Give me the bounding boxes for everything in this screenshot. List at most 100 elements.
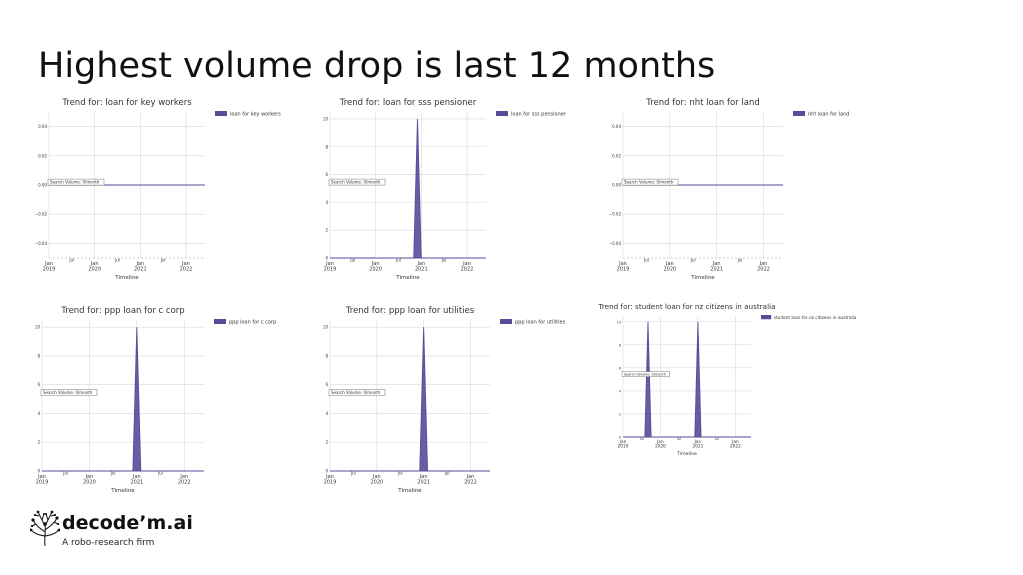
chart-svg: Trend for: nht loan for land −0.04 −0.02 0.… (609, 98, 850, 281)
x-tick-label: Jul (160, 258, 166, 263)
y-tick-label: 10 (617, 320, 621, 324)
x-tick-label: Jan 2021 (693, 439, 704, 450)
x-tick-label: Jul (714, 437, 719, 441)
y-tick-label: 10 (35, 325, 41, 330)
x-tick-label: Jan 2019 (43, 261, 56, 273)
x-axis-label: Timeline (676, 451, 697, 457)
y-tick-label: 8 (619, 343, 621, 347)
annotation-box (621, 178, 679, 186)
logo-name: decode’m.ai (62, 512, 193, 534)
x-tick-label: Jan 2022 (178, 474, 191, 486)
x-tick-label: Jan 2020 (88, 261, 101, 273)
chart-loan-for-key-workers: Trend for: loan for key workers −0.04 −0.0… (34, 94, 304, 284)
series-area (42, 327, 204, 472)
series-area (330, 327, 490, 472)
annotation-box (47, 178, 105, 186)
y-tick-label: 0.00 (612, 183, 621, 188)
y-tick-label: 8 (325, 144, 328, 149)
x-axis-label: Timeline (690, 275, 715, 281)
x-tick-label: Jan 2019 (617, 261, 630, 273)
x-tick-label: Jan 2020 (370, 474, 383, 486)
legend-swatch (214, 319, 226, 324)
y-tick-label: −0.02 (35, 212, 48, 217)
annotation-box (40, 389, 98, 396)
x-tick-label: Jan 2020 (83, 474, 96, 486)
y-tick-label: 0.02 (612, 153, 621, 158)
y-tick-label: 0.00 (38, 183, 47, 188)
legend-label: nht loan for land (808, 112, 849, 118)
company-logo: decode’m.ai A robo-research firm (30, 510, 193, 554)
x-tick-label: Jan 2019 (324, 474, 337, 486)
x-tick-label: Jul (444, 471, 450, 476)
x-tick-label: Jan 2022 (730, 439, 741, 450)
y-tick-label: 0 (325, 256, 328, 261)
legend-swatch (215, 111, 227, 116)
x-tick-label: Jul (110, 471, 116, 476)
legend-label: ppp loan for utilities (515, 320, 566, 326)
y-tick-label: 0.04 (38, 124, 47, 129)
brain-network-icon (30, 510, 60, 547)
x-tick-label: Jan 2021 (130, 474, 143, 486)
chart-title: Trend for: nht loan for land (645, 98, 759, 108)
annotation-text: Search Volume: 0/month (331, 390, 381, 395)
x-tick-label: Jan 2019 (618, 439, 629, 450)
annotation-text: Search Volume: 0/month (43, 390, 93, 395)
y-tick-label: 2 (325, 228, 328, 233)
chart-loan-for-sss-pensioner: Trend for: loan for sss pensioner 0 2 4 6 8 10… (315, 94, 585, 284)
chart-svg: Trend for: student loan for nz citizens … (597, 302, 857, 457)
y-tick-label: −0.04 (609, 241, 622, 246)
x-tick-label: Jul (350, 471, 356, 476)
x-axis-label: Timeline (395, 275, 420, 281)
y-tick-label: 6 (325, 172, 328, 177)
x-tick-label: Jan 2020 (369, 261, 382, 273)
series-area (330, 118, 486, 259)
y-tick-label: 0.04 (612, 124, 621, 129)
x-tick-label: Jan 2022 (180, 261, 193, 273)
y-tick-label: 2 (619, 412, 621, 416)
legend-swatch (793, 111, 805, 116)
chart-svg: Trend for: loan for sss pensioner 0 2 4 6 8 10… (323, 98, 567, 281)
y-tick-label: 4 (37, 411, 40, 416)
x-tick-label: Jan 2019 (324, 261, 337, 273)
chart-title: Trend for: ppp loan for c corp (60, 306, 184, 316)
annotation-text: Search Volume: 0/month (624, 372, 666, 376)
x-tick-label: Jul (397, 471, 403, 476)
x-tick-label: Jul (676, 437, 681, 441)
x-tick-label: Jul (157, 471, 163, 476)
x-tick-label: Jan 2022 (757, 261, 770, 273)
y-tick-label: 4 (325, 411, 328, 416)
y-tick-label: 0 (325, 469, 328, 474)
legend-label: loan for sss pensioner (511, 112, 567, 118)
y-tick-label: 6 (325, 382, 328, 387)
chart-svg: Trend for: ppp loan for c corp 0 2 4 6 8 10 Jan… (35, 306, 276, 494)
x-tick-label: Jan 2021 (417, 474, 430, 486)
annotation-box (621, 371, 670, 377)
annotation-text: Search Volume: 0/month (624, 180, 674, 185)
x-tick-label: Jan 2022 (464, 474, 477, 486)
slide-title: Highest volume drop is last 12 months (38, 46, 716, 86)
y-tick-label: 0 (619, 436, 621, 440)
y-tick-label: 10 (323, 325, 329, 330)
legend-label: student loan for nz citizens in australi… (774, 315, 857, 321)
legend-label: loan for key workers (230, 112, 281, 118)
series-area (623, 321, 751, 438)
y-tick-label: 0.02 (38, 153, 47, 158)
x-tick-label: Jan 2021 (710, 261, 723, 273)
chart-title: Trend for: ppp loan for utilities (345, 306, 475, 316)
x-tick-label: Jan 2020 (655, 439, 666, 450)
x-tick-label: Jul (349, 258, 355, 263)
x-tick-label: Jul (441, 258, 447, 263)
y-tick-label: 6 (37, 382, 40, 387)
x-tick-label: Jul (62, 471, 68, 476)
y-tick-label: 8 (37, 353, 40, 358)
logo-tagline: A robo-research firm (62, 538, 155, 548)
x-tick-label: Jul (737, 258, 743, 263)
y-tick-label: −0.04 (35, 241, 48, 246)
legend-label: ppp loan for c corp (229, 320, 276, 326)
y-tick-label: 2 (325, 440, 328, 445)
x-axis-label: Timeline (397, 488, 422, 494)
x-tick-label: Jul (114, 258, 120, 263)
x-tick-label: Jul (395, 258, 401, 263)
chart-ppp-loan-for-c-corp: Trend for: ppp loan for c corp 0 2 4 6 8 10 Jan… (30, 302, 300, 498)
legend-swatch (761, 315, 772, 320)
